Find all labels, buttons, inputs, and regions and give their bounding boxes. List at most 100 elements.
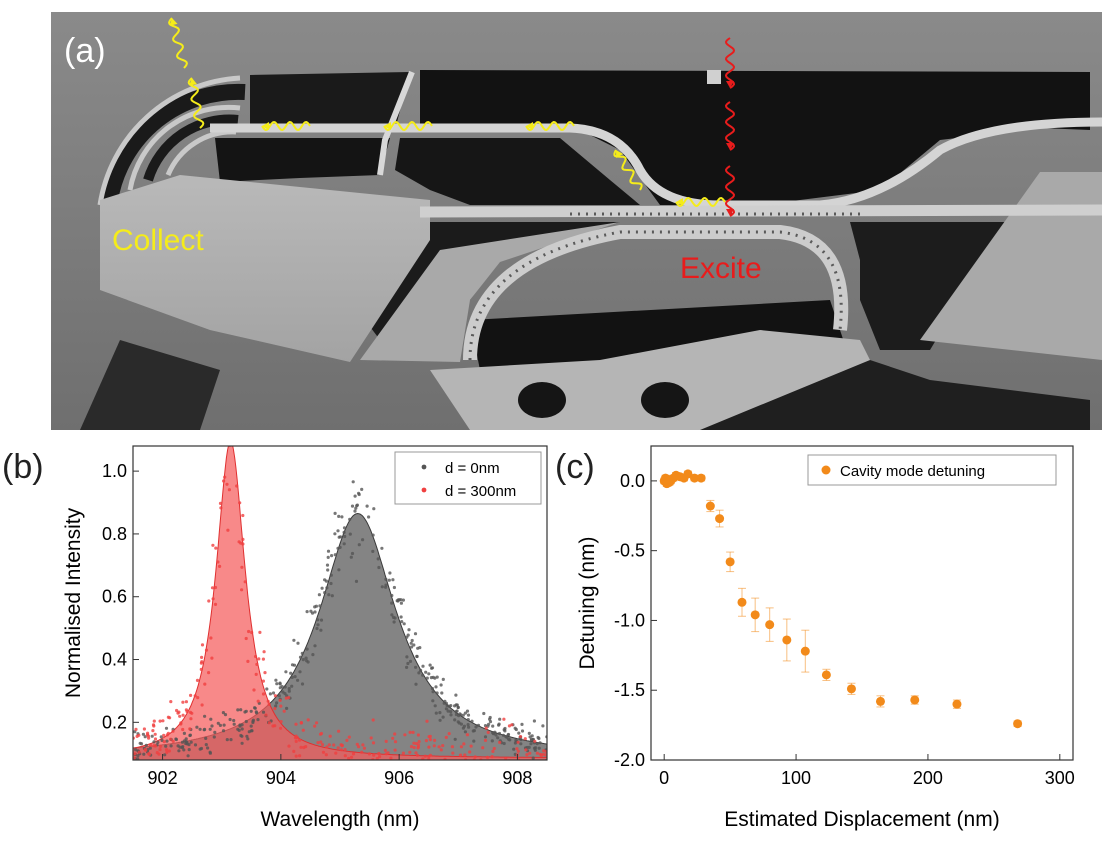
data-point-d300 [379,761,382,764]
data-point-d0 [430,666,435,670]
data-point-d0 [351,480,355,484]
data-point-d300 [524,748,528,752]
data-point-d300 [491,749,495,754]
data-point-d300 [343,754,347,758]
excite-arrows [724,37,736,217]
data-point-d0 [244,719,248,724]
marker [875,696,885,706]
data-point-d300 [161,719,165,723]
data-point-d0 [193,743,198,747]
etched-void [250,72,410,130]
data-point-d300 [485,755,490,760]
data-point-d300 [538,773,541,776]
data-point-d0 [132,761,135,764]
data-point-d300 [143,748,147,752]
data-point-d0 [501,733,505,737]
data-point-d300 [328,734,332,738]
data-point-d0 [441,715,445,719]
data-point-d0 [316,623,320,627]
data-point-d300 [408,730,412,735]
data-point-d300 [207,671,211,675]
data-point-d300 [474,773,477,776]
data-point-d300 [488,762,491,765]
data-point-d300 [474,770,477,773]
data-point-d300 [332,743,336,747]
data-point [800,629,810,673]
marker [705,501,715,511]
data-point-d300 [306,766,309,769]
data-point-d0 [414,682,418,686]
data-point-d0 [519,742,523,746]
arrow-head [726,209,734,216]
data-point-d300 [416,733,420,737]
data-point-d0 [427,672,431,676]
data-point-d0 [223,713,228,717]
data-point-d0 [240,727,244,731]
data-point-d0 [240,741,244,745]
data-point-d300 [360,750,364,754]
data-point-d300 [412,745,416,750]
data-point-d300 [174,763,177,766]
data-point-d300 [184,700,188,704]
data-point-d300 [188,727,192,731]
data-point-d300 [267,721,271,725]
data-point-d0 [483,735,488,739]
data-point-d300 [355,742,359,746]
data-point-d0 [413,632,418,636]
data-point-d300 [264,713,268,717]
data-point-d0 [435,675,439,679]
data-point-d300 [375,756,379,760]
data-point-d0 [143,735,147,739]
data-point-d0 [405,635,409,639]
data-point-d300 [278,698,282,703]
data-point-d300 [273,694,277,698]
data-point-d0 [532,719,537,723]
data-point-d0 [449,713,453,717]
data-point-d300 [507,724,511,728]
data-point-d0 [318,604,322,608]
data-point-d300 [437,745,441,749]
etched-void [215,138,390,182]
data-point-d300 [411,730,415,735]
data-point-d300 [167,749,171,753]
data-point-d0 [405,655,409,659]
data-point-d300 [313,724,317,728]
data-point-d300 [341,762,344,765]
data-point-d0 [438,711,442,715]
data-point-d300 [226,528,230,532]
data-point-d0 [458,712,462,716]
wave [187,77,205,129]
data-point-d0 [536,735,540,740]
data-point-d300 [502,717,506,721]
data-point-d300 [147,752,151,757]
data-point-d300 [468,750,472,754]
data-point-d0 [380,585,384,589]
data-point-d300 [151,723,156,727]
data-point-d0 [433,704,437,708]
data-point-d300 [468,764,471,767]
data-point-d300 [223,475,227,479]
data-point-d0 [384,577,388,581]
data-point-d0 [407,628,411,632]
data-point-d0 [315,626,319,631]
data-point-d0 [357,543,361,547]
data-point-d0 [380,546,384,550]
wave [613,149,643,191]
data-point-d300 [535,751,540,755]
legend-marker-d0 [421,464,427,470]
data-point-d300 [250,630,254,635]
chart-b-xlabel: Wavelength (nm) [260,808,419,831]
data-point-d0 [377,565,381,570]
data-point-d300 [294,739,298,744]
data-point-d0 [236,708,240,712]
data-point-d0 [156,740,160,745]
data-point-d0 [502,728,506,732]
data-point-d0 [465,709,470,713]
data-point-d300 [306,718,310,722]
wave [525,120,575,132]
data-point-d0 [541,724,545,728]
data-point-d0 [529,742,533,746]
data-point-d0 [256,718,260,722]
data-point-d0 [333,532,337,536]
data-point-d0 [453,737,457,741]
